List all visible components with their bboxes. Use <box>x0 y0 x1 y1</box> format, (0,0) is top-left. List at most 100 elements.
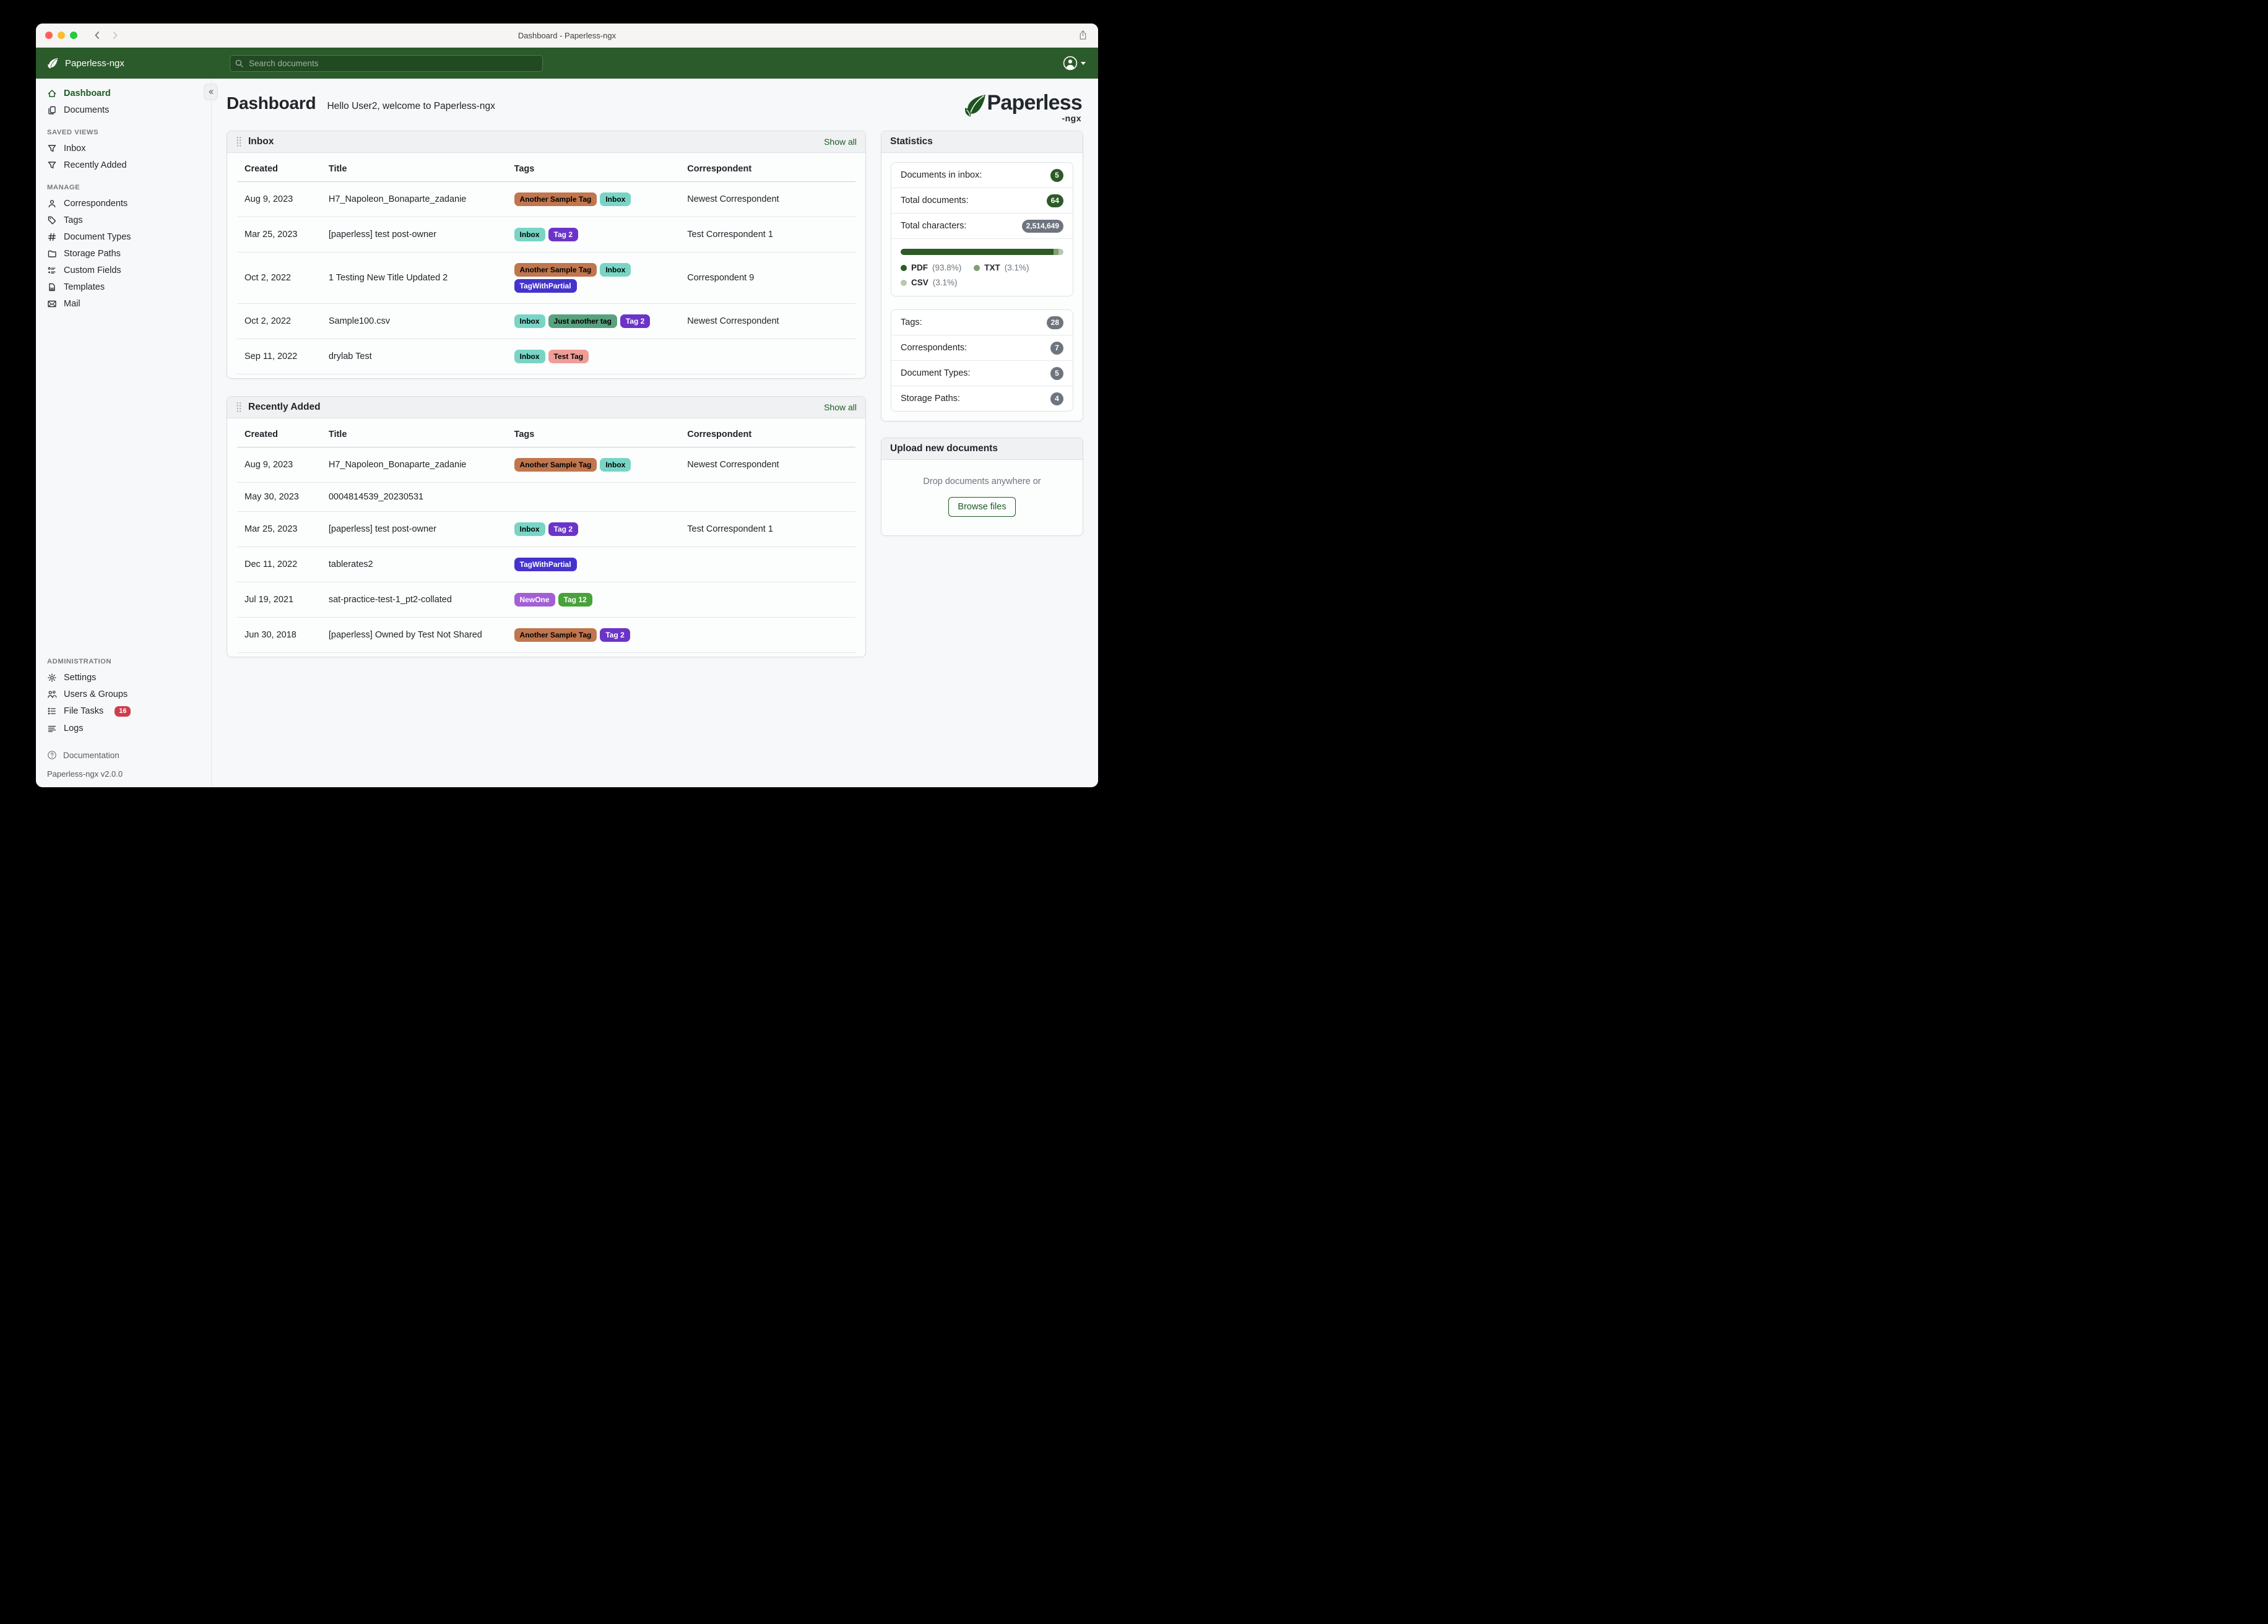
tag-pill[interactable]: Inbox <box>600 458 631 472</box>
share-icon[interactable] <box>1078 30 1088 40</box>
tag-pill[interactable]: Tag 2 <box>548 228 578 241</box>
tag-pill[interactable]: Tag 2 <box>600 628 630 642</box>
cell-title: H7_Napoleon_Bonaparte_zadanie <box>323 447 509 483</box>
tag-pill[interactable]: Another Sample Tag <box>514 628 597 642</box>
sidebar-item-label: File Tasks <box>64 706 104 716</box>
tag-pill[interactable]: Inbox <box>514 228 545 241</box>
sidebar-item-dashboard[interactable]: Dashboard <box>36 85 211 102</box>
tag-pill[interactable]: TagWithPartial <box>514 279 577 293</box>
cell-created: Aug 9, 2023 <box>237 447 324 483</box>
tag-pill[interactable]: Another Sample Tag <box>514 458 597 472</box>
sidebar-item-label: Templates <box>64 282 105 292</box>
document-row[interactable]: Sep 11, 2022 drylab Test Inbox Test Tag <box>237 339 855 374</box>
zoom-window-button[interactable] <box>70 32 77 39</box>
tag-pill[interactable]: Another Sample Tag <box>514 263 597 277</box>
tag-pill[interactable]: Inbox <box>600 192 631 206</box>
sidebar-item-inbox[interactable]: Inbox <box>36 140 211 157</box>
document-row[interactable]: Mar 25, 2023 [paperless] test post-owner I… <box>237 217 855 253</box>
sidebar-item-settings[interactable]: Settings <box>36 669 211 686</box>
sidebar-item-document-types[interactable]: Document Types <box>36 228 211 245</box>
document-row[interactable]: Oct 2, 2022 Sample100.csv Inbox Just anothe… <box>237 303 855 339</box>
tag-pill[interactable]: Inbox <box>600 263 631 277</box>
forward-icon[interactable] <box>110 30 120 40</box>
drag-handle-icon[interactable] <box>236 136 242 147</box>
fields-icon <box>47 266 57 275</box>
tag-pill[interactable]: Another Sample Tag <box>514 192 597 206</box>
cell-correspondent: Newest Correspondent <box>682 303 855 339</box>
document-row[interactable]: Dec 11, 2022 tablerates2 TagWithPartial <box>237 546 855 582</box>
browse-files-button[interactable]: Browse files <box>948 497 1016 517</box>
legend-label: PDF <box>911 263 928 272</box>
legend-pct: (3.1%) <box>932 278 958 288</box>
card-recently-added: Recently Added Show all Created Title Tags Co… <box>227 396 866 657</box>
tag-pill[interactable]: Inbox <box>514 350 545 363</box>
tag-pill[interactable]: Tag 2 <box>548 522 578 536</box>
tag-pill[interactable]: NewOne <box>514 593 555 607</box>
tag-pill[interactable]: Tag 12 <box>558 593 592 607</box>
sidebar-item-file-tasks[interactable]: File Tasks 16 <box>36 702 211 720</box>
user-menu[interactable] <box>1063 56 1098 71</box>
logo-text-wrap: Paperless -ngx <box>987 91 1083 123</box>
drag-handle-icon[interactable] <box>236 402 242 413</box>
tag-pill[interactable]: Tag 2 <box>620 314 651 328</box>
document-row[interactable]: May 30, 2023 0004814539_20230531 <box>237 482 855 512</box>
card-header: Recently Added Show all <box>227 397 865 418</box>
sidebar-item-logs[interactable]: Logs <box>36 720 211 736</box>
document-row[interactable]: Oct 2, 2022 1 Testing New Title Updated 2… <box>237 252 855 304</box>
sidebar-section-manage: MANAGE <box>47 184 80 191</box>
stat-item-total-characters: Total characters: 2,514,649 <box>891 213 1073 238</box>
stat-item-tags: Tags: 28 <box>891 310 1073 335</box>
document-row[interactable]: Jun 30, 2018 [paperless] Owned by Test No… <box>237 617 855 653</box>
window-title: Dashboard - Paperless-ngx <box>517 30 617 40</box>
legend-item-csv: CSV (3.1%) <box>901 278 958 288</box>
file-icon <box>47 282 57 292</box>
cell-created: Mar 25, 2023 <box>237 217 324 253</box>
sidebar-item-label: Document Types <box>64 231 131 242</box>
cell-tags <box>509 482 683 512</box>
document-row[interactable]: Aug 9, 2023 H7_Napoleon_Bonaparte_zadanie… <box>237 447 855 483</box>
brand-label: Paperless-ngx <box>65 58 124 69</box>
close-window-button[interactable] <box>45 32 53 39</box>
sidebar-item-label: Tags <box>64 215 83 225</box>
sidebar-item-storage-paths[interactable]: Storage Paths <box>36 245 211 262</box>
sidebar-item-documentation[interactable]: Documentation <box>36 746 211 764</box>
stat-value-badge: 5 <box>1050 366 1063 380</box>
document-row[interactable]: Mar 25, 2023 [paperless] test post-owner I… <box>237 511 855 547</box>
cell-title: [paperless] Owned by Test Not Shared <box>323 617 509 653</box>
upload-card: Upload new documents Drop documents anyw… <box>881 438 1083 537</box>
tag-pill[interactable]: TagWithPartial <box>514 558 577 571</box>
tag-pill[interactable]: Test Tag <box>548 350 589 363</box>
sidebar-item-label: Documents <box>64 105 110 115</box>
sidebar-item-correspondents[interactable]: Correspondents <box>36 195 211 212</box>
sidebar-collapse-button[interactable] <box>204 84 218 100</box>
sidebar-item-recently-added[interactable]: Recently Added <box>36 157 211 173</box>
stat-value-badge: 4 <box>1050 392 1063 405</box>
sidebar-item-templates[interactable]: Templates <box>36 279 211 295</box>
stat-item-storage-paths: Storage Paths: 4 <box>891 386 1073 411</box>
back-icon[interactable] <box>92 30 102 40</box>
minimize-window-button[interactable] <box>58 32 65 39</box>
tag-pill[interactable]: Inbox <box>514 314 545 328</box>
tag-pill[interactable]: Inbox <box>514 522 545 536</box>
sidebar-item-tags[interactable]: Tags <box>36 212 211 228</box>
document-row[interactable]: Aug 9, 2023 H7_Napoleon_Bonaparte_zadanie… <box>237 181 855 217</box>
sidebar-item-label: Mail <box>64 298 80 309</box>
sidebar-item-documents[interactable]: Documents <box>36 102 211 118</box>
cell-correspondent <box>682 582 855 618</box>
search-input[interactable] <box>230 54 543 72</box>
sidebar-item-custom-fields[interactable]: Custom Fields <box>36 262 211 279</box>
cell-correspondent: Correspondent 9 <box>682 252 855 304</box>
funnel-icon <box>47 160 57 170</box>
show-all-link[interactable]: Show all <box>824 137 857 147</box>
tag-pill[interactable]: Just another tag <box>548 314 617 328</box>
cell-created: Oct 2, 2022 <box>237 303 324 339</box>
sidebar-spacer <box>36 312 211 647</box>
brand-home-link[interactable]: Paperless-ngx <box>36 57 230 70</box>
show-all-link[interactable]: Show all <box>824 402 857 412</box>
sidebar-item-mail[interactable]: Mail <box>36 295 211 312</box>
paperless-logo: Paperless -ngx <box>881 91 1083 131</box>
cell-created: Oct 2, 2022 <box>237 252 324 304</box>
sidebar-item-users-groups[interactable]: Users & Groups <box>36 686 211 702</box>
legend-pct: (3.1%) <box>1004 263 1029 272</box>
document-row[interactable]: Jul 19, 2021 sat-practice-test-1_pt2-coll… <box>237 582 855 618</box>
